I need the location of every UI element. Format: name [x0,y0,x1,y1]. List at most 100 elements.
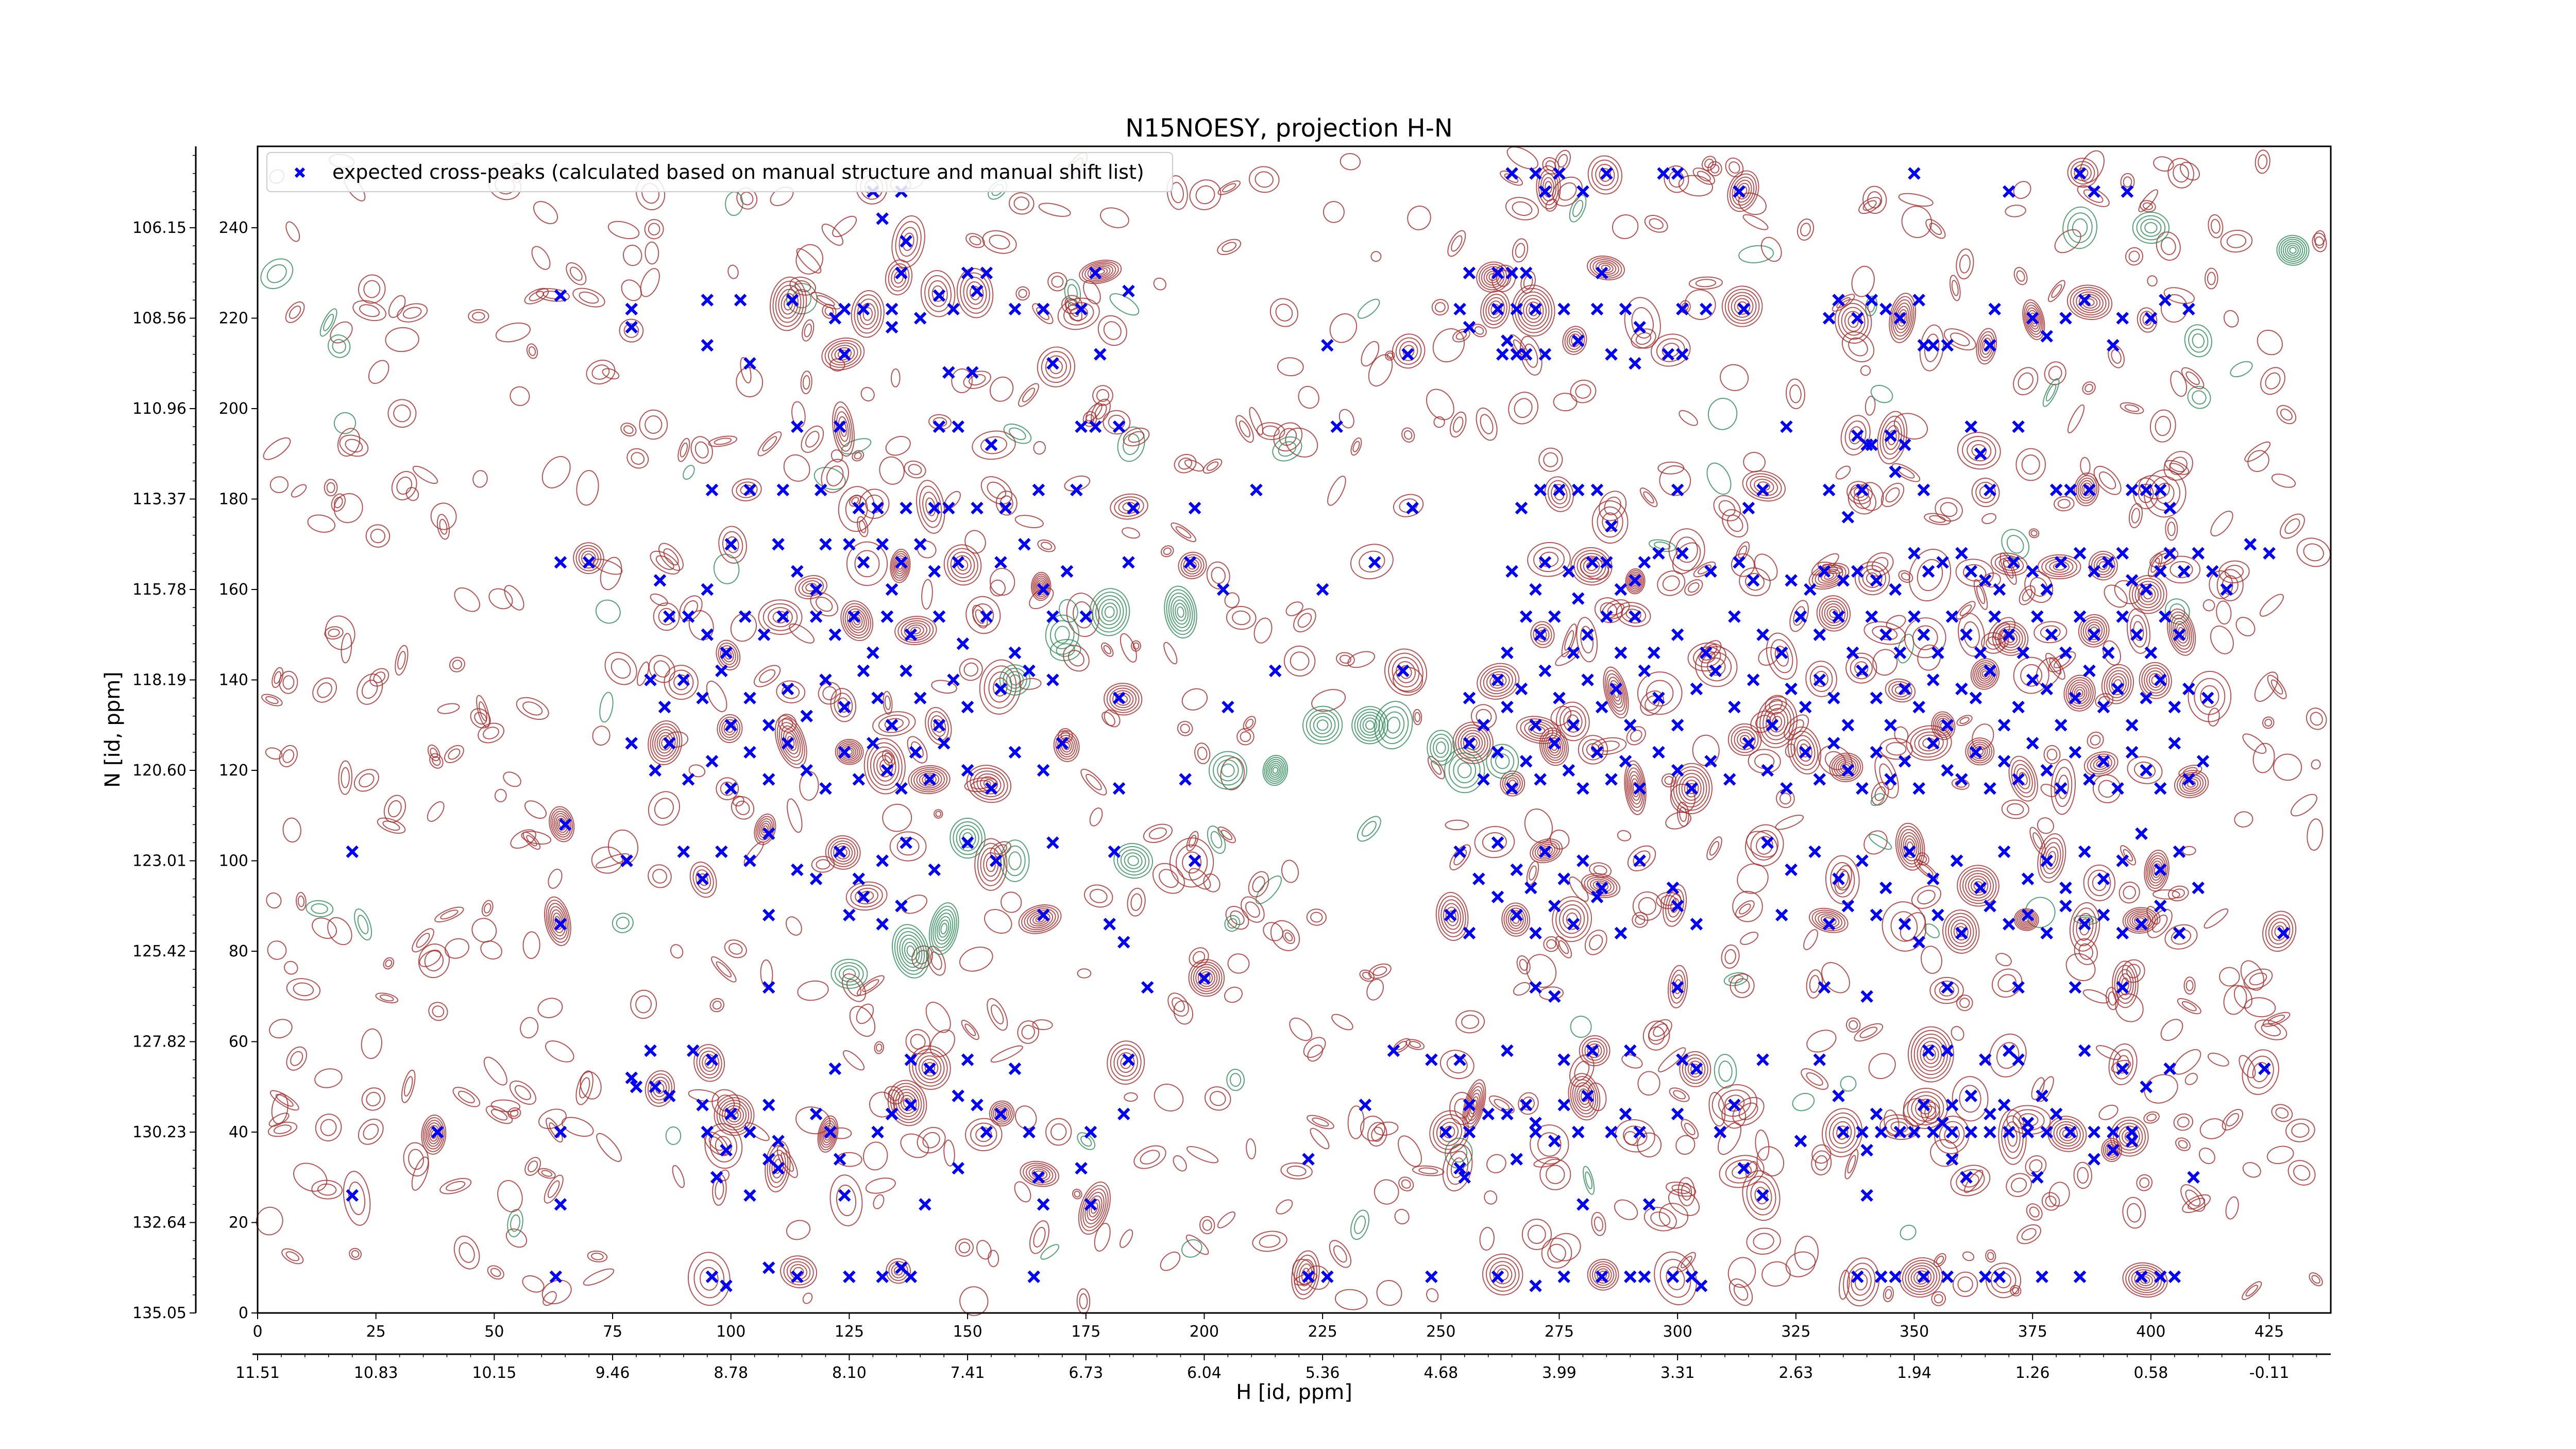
contour-peak [1550,705,1572,726]
contour-peak [1291,1250,1320,1300]
cross-peak-marker [781,682,794,696]
cross-peak-marker [1401,348,1414,361]
cross-peak-marker [1898,682,1911,696]
contour-peak [1508,392,1538,425]
contour-peak [1675,1135,1696,1155]
contour-peak [972,430,1016,460]
cross-peak-marker [1964,1089,1978,1103]
cross-peak-marker [2116,981,2129,994]
contour-peak [982,230,1017,254]
contour-peak [2242,1162,2261,1178]
cross-peak-marker [1785,863,1798,877]
cross-peak-marker [2130,628,2143,641]
cross-peak-marker [1997,718,2011,732]
cross-peak-marker [2078,1044,2091,1057]
cross-peak-marker [1856,483,1869,497]
cross-peak-marker [1936,1117,1949,1130]
cross-peak-marker [1808,845,1821,858]
y-axis-ppm: 135.05132.64130.23127.82125.42123.01120.… [132,146,197,1322]
contour-peak [2136,1174,2153,1191]
cross-peak-marker [1633,321,1646,334]
cross-peak-marker [1931,908,1944,922]
cross-peak-marker [1548,737,1561,750]
cross-peak-marker [2102,556,2115,569]
contour-peak [1471,324,1487,338]
y-tick-label: 140 [219,671,248,689]
contour-peak [1276,1199,1293,1215]
cross-peak-marker [1112,420,1126,433]
cross-peak-marker [1700,302,1713,316]
cross-peak-marker [2083,664,2096,678]
cross-peak-marker [1709,664,1722,678]
cross-peak-marker [2012,420,2025,433]
contour-peak [1746,1227,1781,1255]
contour-peak [1706,836,1722,861]
contour-peak [1669,1087,1690,1102]
legend-marker [294,167,306,178]
contour-peak [2138,475,2170,500]
contour-peak [1949,275,1961,301]
contour-peak [1761,1261,1791,1287]
cross-peak-marker [1491,836,1504,849]
cross-peak-marker [1908,167,1921,180]
contour-peak [602,368,620,380]
contour-peak [2311,759,2321,770]
contour-peak [337,428,361,457]
cross-peak-marker [1728,610,1741,623]
cross-peak-marker [1216,583,1230,596]
cross-peak-marker [1813,773,1826,786]
cross-peak-marker [2154,899,2167,913]
cross-peak-marker [1856,1125,1869,1139]
cross-peak-marker [871,1125,884,1139]
contour-peak [285,301,305,323]
cross-peak-marker [1997,755,2011,768]
contour-peak [2093,466,2122,495]
cross-peak-marker [786,294,799,307]
contour-peak [1412,709,1422,726]
contour-peak [510,829,536,849]
contour-peak [1336,652,1355,667]
cross-peak-marker [743,357,756,370]
cross-peak-marker [630,1080,643,1093]
cross-peak-marker [791,1270,804,1284]
cross-peak-marker [1605,519,1618,533]
contour-peak [2210,625,2234,654]
cross-peak-marker [985,438,998,451]
cross-peak-marker [1832,872,1845,885]
contour-peak [2067,404,2085,433]
cross-peak-marker [1491,1270,1504,1284]
cross-peak-marker [1964,1125,1978,1139]
contour-peak [917,1127,946,1154]
cross-peak-marker [904,1270,918,1284]
cross-peak-marker [1501,646,1514,660]
cross-peak-marker [876,1270,889,1284]
contour-peak [1797,218,1815,241]
contour-peak [984,909,1012,934]
x-axis-ppm: 11.51 10.83 10.15 9.46 8.78 8.10 7.41 6.73 6.04 5… [235,1353,2331,1382]
cross-peak-marker [1519,1099,1533,1111]
cross-peak-marker [663,1089,676,1103]
cross-peak-marker [1368,556,1381,569]
contour-peak [480,940,502,960]
cross-peak-marker [2154,863,2167,877]
contour-peak [279,670,298,694]
contour-peak [1303,1037,1326,1058]
contour-peak [1226,1069,1245,1091]
contour-peak [1101,711,1115,727]
contour-peak [2050,759,2076,815]
cross-peak-marker [1984,483,1996,497]
contour-peak [1307,1115,1334,1130]
contour-peak [2223,985,2247,1015]
contour-peak [437,703,460,714]
cross-peak-marker [1581,628,1594,641]
contour-peak [1569,194,1587,223]
cross-peak-marker [705,1270,719,1284]
contour-peak [1015,286,1030,301]
contour-peak [483,1056,507,1086]
cross-peak-marker [1988,610,2001,623]
cross-peak-marker [2073,1270,2087,1284]
contour-peak [2065,953,2096,982]
cross-peak-marker [2026,565,2039,578]
contour-peak [2008,755,2038,802]
cross-peak-marker [2059,312,2072,325]
